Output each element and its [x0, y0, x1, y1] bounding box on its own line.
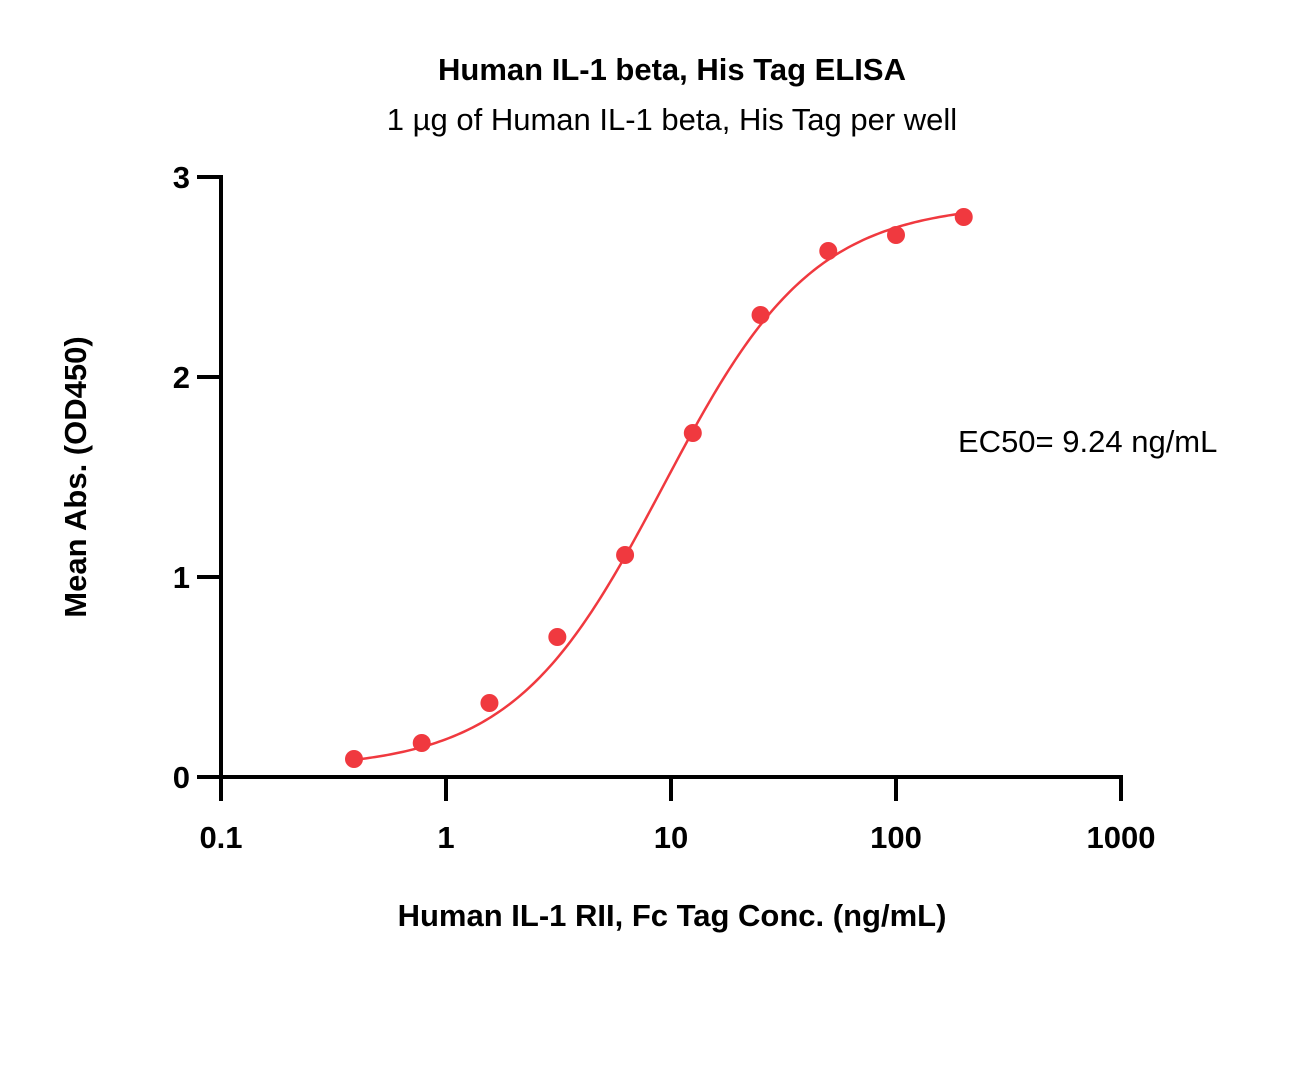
fit-curve: [353, 211, 964, 762]
x-axis-title: Human IL-1 RII, Fc Tag Conc. (ng/mL): [398, 898, 947, 933]
data-point: [819, 242, 838, 260]
data-point: [480, 694, 499, 712]
data-point: [344, 750, 363, 768]
data-point: [683, 424, 702, 442]
y-tick-label: 0: [173, 760, 190, 795]
y-tick-label: 1: [173, 560, 190, 595]
x-tick-label: 0.1: [199, 820, 242, 855]
y-axis-title: Mean Abs. (OD450): [58, 336, 93, 617]
x-tick-label: 100: [870, 820, 922, 855]
y-tick-labels: 0 1 2 3: [173, 160, 190, 795]
x-tick-label: 1000: [1087, 820, 1156, 855]
data-point: [548, 628, 567, 646]
data-point: [887, 226, 905, 244]
data-point: [616, 546, 635, 564]
x-tick-labels: 0.1 1 10 100 1000: [199, 820, 1155, 855]
chart-subtitle: 1 µg of Human IL-1 beta, His Tag per wel…: [387, 102, 957, 137]
axes: [197, 175, 1123, 801]
x-tick-label: 1: [437, 820, 454, 855]
data-point: [751, 306, 770, 324]
x-tick-label: 10: [654, 820, 688, 855]
ec50-annotation: EC50= 9.24 ng/mL: [958, 424, 1217, 459]
fit-curve-group: [353, 211, 964, 762]
data-points: [344, 208, 973, 768]
y-tick-label: 3: [173, 160, 190, 195]
data-point: [412, 734, 431, 752]
data-point: [954, 208, 973, 226]
chart-title: Human IL-1 beta, His Tag ELISA: [438, 52, 906, 87]
y-tick-label: 2: [173, 360, 190, 395]
